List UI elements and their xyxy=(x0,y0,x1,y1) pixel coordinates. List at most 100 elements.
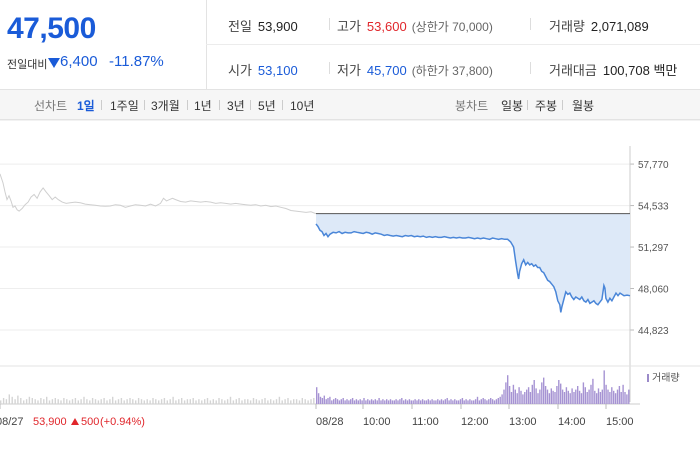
chart-period-tabs: 선차트 1일 1주일 3개월 1년 3년 5년 10년 봉차트 일봉 주봉 월봉 xyxy=(0,90,700,120)
tab-monthly-candle[interactable]: 월봉 xyxy=(572,99,595,113)
amount-cell: 거래대금 100,708 백만 xyxy=(549,60,677,79)
today-volume-bar xyxy=(605,384,607,404)
today-volume-bar xyxy=(323,395,325,404)
today-volume-bar xyxy=(404,399,407,404)
prev-volume-bar xyxy=(281,400,283,404)
prev-volume-bar xyxy=(149,400,151,404)
today-volume-bar xyxy=(427,399,429,404)
candle-chart-label: 봉차트 xyxy=(455,99,489,113)
prev-volume-bar xyxy=(189,399,191,404)
low-cell: 저가 45,700 (하한가 37,800) xyxy=(337,60,493,79)
tab-3-months[interactable]: 3개월 xyxy=(151,99,180,113)
today-volume-bar xyxy=(353,400,356,404)
today-volume-bar xyxy=(569,393,571,404)
today-volume-bar xyxy=(321,398,324,404)
today-volume-bar xyxy=(537,393,539,404)
x-tick-label: 10:00 xyxy=(363,416,391,428)
prev-volume-bar xyxy=(278,396,281,404)
separator xyxy=(329,62,330,74)
today-volume-bar xyxy=(382,399,384,404)
prev-volume-bar xyxy=(71,399,74,404)
prev-volume-bar xyxy=(11,396,13,404)
prev-volume-bar xyxy=(166,400,168,404)
prev-volume-bar xyxy=(60,400,62,404)
today-volume-bar xyxy=(412,400,414,404)
divider xyxy=(206,44,700,45)
today-volume-bar xyxy=(421,399,424,404)
today-volume-bar xyxy=(418,399,420,404)
tab-weekly-candle[interactable]: 주봉 xyxy=(535,99,558,113)
prev-volume-bar xyxy=(43,399,45,404)
prev-close-label: 전일 xyxy=(228,19,252,34)
prev-volume-bar xyxy=(137,398,140,404)
prev-volume-bar xyxy=(37,400,39,404)
today-volume-bar xyxy=(338,400,341,404)
today-volume-bar xyxy=(490,398,492,404)
separator xyxy=(219,100,220,110)
separator xyxy=(527,100,528,110)
today-volume-bar xyxy=(518,387,520,404)
tab-1-week[interactable]: 1주일 xyxy=(110,99,139,113)
x-tick-label: 12:00 xyxy=(461,416,489,428)
volume-cell: 거래량 2,071,089 xyxy=(549,16,649,35)
change-value: 6,400 xyxy=(60,53,98,70)
prev-volume-bar xyxy=(77,400,79,404)
prev-volume-bar xyxy=(192,398,194,404)
tab-1-year[interactable]: 1년 xyxy=(194,99,212,113)
prev-volume-bar xyxy=(229,396,232,404)
price-chart[interactable]: 57,770 54,533 51,297 48,060 44,823 거래량 08/27… xyxy=(0,120,700,450)
today-volume-bar xyxy=(544,386,547,404)
today-volume-bar xyxy=(429,400,431,404)
x-tick-label: 08/27 xyxy=(0,416,24,428)
prev-volume-bar xyxy=(2,398,5,404)
prev-volume-bar xyxy=(175,400,177,404)
prev-volume-bar xyxy=(91,398,94,404)
prev-volume-bar xyxy=(146,399,148,404)
today-volume-bar xyxy=(448,400,450,404)
prev-volume-bar xyxy=(94,399,97,404)
prev-volume-bar xyxy=(57,399,59,404)
prev-volume-bar xyxy=(255,399,258,404)
today-volume-bar xyxy=(597,388,600,404)
prev-volume-bar xyxy=(163,398,166,404)
separator xyxy=(530,18,531,30)
prev-volume-bar xyxy=(195,400,197,404)
prev-volume-bar xyxy=(270,399,272,404)
prev-volume-bar xyxy=(34,399,36,404)
low-value: 45,700 xyxy=(366,63,407,78)
today-volume-bar xyxy=(613,390,615,404)
today-volume-bar xyxy=(329,396,331,404)
separator xyxy=(282,100,283,110)
today-volume-bar xyxy=(546,389,549,404)
prev-volume-bar xyxy=(290,400,292,404)
today-volume-bar xyxy=(471,400,473,404)
tab-10-years[interactable]: 10년 xyxy=(290,99,315,113)
separator xyxy=(144,100,145,110)
today-volume-bar xyxy=(533,380,535,404)
today-volume-bar xyxy=(325,399,327,404)
today-volume-bar xyxy=(397,400,399,404)
today-volume-bar xyxy=(457,400,460,404)
today-volume-bar xyxy=(365,400,367,404)
prev-volume-bar xyxy=(301,398,303,404)
prev-volume-bar xyxy=(209,400,212,404)
volume-value: 2,071,089 xyxy=(590,19,649,34)
prev-volume-bar xyxy=(181,398,183,404)
tab-daily-candle[interactable]: 일봉 xyxy=(501,99,524,113)
prev-volume-bar xyxy=(120,398,123,404)
prev-volume-bar xyxy=(129,398,131,404)
tab-1-day[interactable]: 1일 xyxy=(77,99,95,113)
today-volume-bar xyxy=(461,398,464,404)
today-volume-bar xyxy=(336,399,339,404)
prev-volume-bar xyxy=(28,396,31,404)
today-volume-bar xyxy=(526,389,528,404)
low-label: 저가 xyxy=(337,63,361,78)
tab-5-years[interactable]: 5년 xyxy=(258,99,276,113)
today-volume-bar xyxy=(596,393,598,404)
volume-legend: 거래량 xyxy=(652,372,680,384)
prev-volume-bar xyxy=(25,399,28,404)
prev-volume-bar xyxy=(307,400,309,404)
prev-volume-bar xyxy=(143,400,145,404)
tab-3-years[interactable]: 3년 xyxy=(227,99,245,113)
prev-volume-bar xyxy=(204,399,206,404)
